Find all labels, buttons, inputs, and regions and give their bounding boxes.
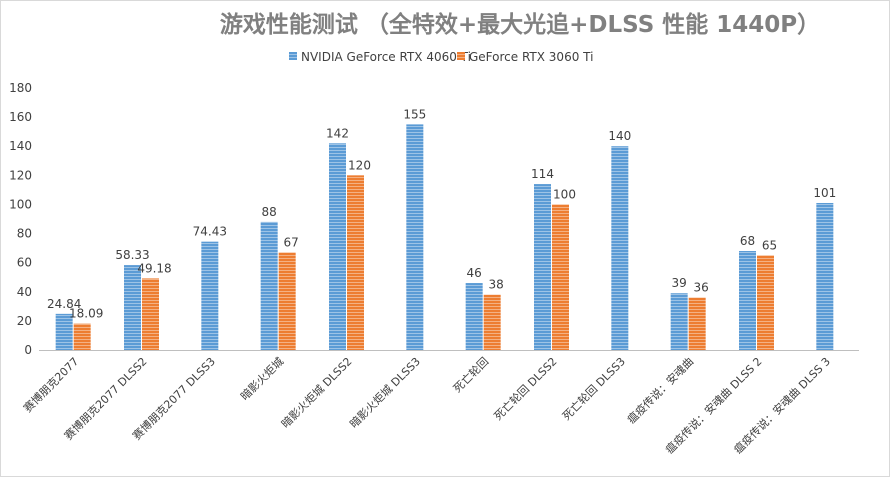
data-label: 155 <box>403 107 426 121</box>
bar-rtx-4060-ti <box>260 221 278 350</box>
y-tick-label: 80 <box>17 227 32 241</box>
data-label: 38 <box>489 278 504 292</box>
legend-label-rtx-4060-ti: NVIDIA GeForce RTX 4060 Ti <box>301 50 471 64</box>
data-label: 58.33 <box>115 248 149 262</box>
bar-rtx-3060-ti <box>688 297 706 350</box>
y-tick-label: 40 <box>17 285 32 299</box>
data-label: 114 <box>531 167 554 181</box>
bar-rtx-4060-ti <box>406 124 424 350</box>
bar-rtx-3060-ti <box>757 255 774 350</box>
bar-rtx-4060-ti <box>670 293 688 350</box>
data-label: 140 <box>608 129 631 143</box>
category-label: 死亡轮回 DLSS2 <box>491 354 560 423</box>
data-label: 49.18 <box>137 261 171 275</box>
data-label: 120 <box>348 158 371 172</box>
data-label: 24.84 <box>47 297 81 311</box>
y-tick-label: 60 <box>17 256 32 270</box>
bar-rtx-4060-ti <box>124 265 141 350</box>
category-label: 瘟疫传说：安魂曲 <box>624 354 696 426</box>
category-label: 暗影火炬城 <box>237 354 286 403</box>
bars <box>55 124 834 350</box>
bar-rtx-4060-ti <box>55 313 73 350</box>
chart-title: 游戏性能测试 （全特效+最大光追+DLSS 性能 1440P） <box>220 11 820 38</box>
bar-rtx-3060-ti <box>73 323 91 350</box>
bar-rtx-4060-ti <box>329 143 346 350</box>
bar-rtx-3060-ti <box>142 278 159 350</box>
y-axis-ticks: 0 20 40 60 80 100 120 140 160 180 <box>9 81 32 357</box>
bar-rtx-4060-ti <box>739 251 756 350</box>
bar-rtx-3060-ti <box>483 294 501 350</box>
bar-rtx-4060-ti <box>201 241 219 350</box>
category-label: 暗影火炬城 DLSS3 <box>347 354 423 430</box>
data-label: 67 <box>284 235 299 249</box>
bar-rtx-4060-ti <box>816 202 834 350</box>
category-label: 赛博朋克2077 <box>20 354 81 415</box>
category-label: 暗影火炬城 DLSS2 <box>278 354 354 430</box>
legend-swatch-rtx-4060-ti <box>289 52 297 60</box>
y-tick-label: 20 <box>17 314 32 328</box>
bar-rtx-4060-ti <box>534 184 551 350</box>
y-tick-label: 0 <box>24 343 32 357</box>
data-label: 65 <box>762 238 777 252</box>
legend-swatch-rtx-3060-ti <box>457 52 465 60</box>
data-label: 142 <box>326 126 349 140</box>
y-tick-label: 160 <box>9 110 32 124</box>
bar-rtx-4060-ti <box>611 146 629 350</box>
data-label: 39 <box>672 276 687 290</box>
y-tick-label: 120 <box>9 168 32 182</box>
data-label: 36 <box>694 281 709 295</box>
data-label: 100 <box>553 187 576 201</box>
data-label: 68 <box>740 234 755 248</box>
bar-rtx-3060-ti <box>278 252 296 350</box>
legend-label-rtx-3060-ti: GeForce RTX 3060 Ti <box>469 50 593 64</box>
data-label: 88 <box>262 205 277 219</box>
data-label: 46 <box>467 266 482 280</box>
y-tick-label: 100 <box>9 197 32 211</box>
data-label: 18.09 <box>69 307 103 321</box>
y-tick-label: 140 <box>9 139 32 153</box>
category-label: 死亡轮回 DLSS3 <box>559 354 628 423</box>
legend: NVIDIA GeForce RTX 4060 Ti GeForce RTX 3… <box>289 50 593 64</box>
data-label: 101 <box>813 186 836 200</box>
data-label: 74.43 <box>193 225 227 239</box>
y-tick-label: 180 <box>9 81 32 95</box>
bar-rtx-3060-ti <box>552 204 569 350</box>
bar-rtx-4060-ti <box>465 283 483 350</box>
category-label: 死亡轮回 <box>450 354 491 395</box>
bar-rtx-3060-ti <box>347 175 364 350</box>
